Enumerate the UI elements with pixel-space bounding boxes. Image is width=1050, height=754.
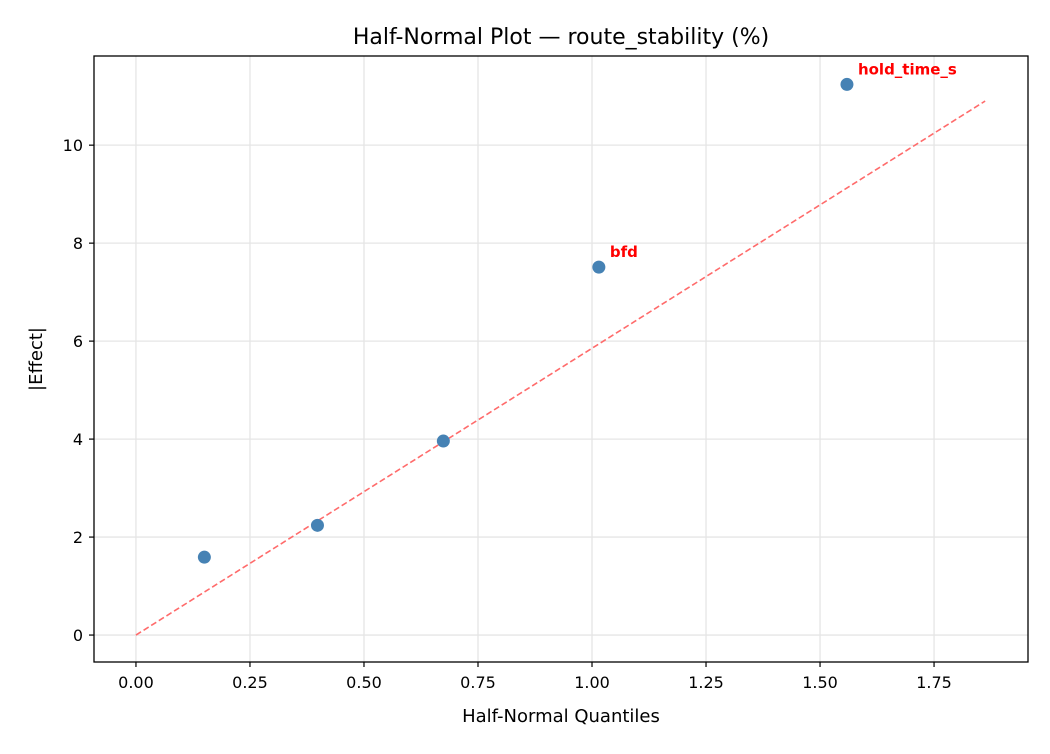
plot-frame (93, 55, 1029, 663)
x-tick-label: 0.50 (346, 673, 382, 692)
x-tick-label: 1.00 (574, 673, 610, 692)
reference-line (135, 100, 986, 636)
x-tick-label: 1.25 (688, 673, 724, 692)
data-point (197, 550, 211, 564)
y-tick-label: 2 (73, 528, 83, 547)
x-tick-label: 0.25 (232, 673, 268, 692)
points-group: bfd hold_time_s (197, 60, 957, 564)
data-point (840, 77, 854, 91)
y-tick-label: 8 (73, 234, 83, 253)
point-label: hold_time_s (858, 60, 957, 78)
x-tick-label: 0.00 (118, 673, 154, 692)
chart-title: Half-Normal Plot — route_stability (%) (353, 25, 769, 50)
reference-line-group (135, 100, 986, 636)
y-axis-ticks: 0 2 4 6 8 10 (63, 136, 94, 645)
x-tick-label: 1.75 (916, 673, 952, 692)
data-point (436, 434, 450, 448)
y-axis-label: |Effect| (26, 327, 47, 391)
x-tick-label: 1.50 (802, 673, 838, 692)
y-tick-label: 10 (63, 136, 83, 155)
x-tick-label: 0.75 (460, 673, 496, 692)
point-label: bfd (610, 243, 638, 261)
x-axis-label: Half-Normal Quantiles (462, 706, 660, 727)
x-axis-ticks: 0.00 0.25 0.50 0.75 1.00 1.25 1.50 1.75 (118, 662, 952, 692)
grid (94, 56, 1028, 662)
data-point (310, 518, 324, 532)
y-tick-label: 0 (73, 626, 83, 645)
y-tick-label: 6 (73, 332, 83, 351)
y-tick-label: 4 (73, 430, 83, 449)
data-point (592, 260, 606, 274)
